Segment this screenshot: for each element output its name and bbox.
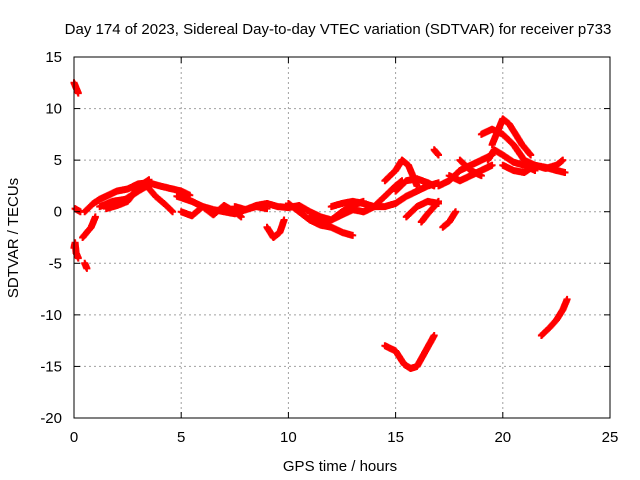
data-points <box>70 79 571 372</box>
x-tick-label: 10 <box>280 429 297 446</box>
x-tick-label: 15 <box>387 429 404 446</box>
series-arc-w <box>439 208 460 231</box>
point-markers <box>70 239 82 262</box>
point-markers <box>499 161 569 176</box>
series-arc-a <box>70 79 82 97</box>
series-arc-y <box>456 156 485 180</box>
x-tick-label: 25 <box>602 429 619 446</box>
series-arc-r <box>392 175 438 195</box>
y-tick-label: -20 <box>40 410 62 427</box>
series-arc-h <box>102 176 153 213</box>
y-tick-labels: 15 10 5 0 -5 -10 -15 -20 <box>40 49 62 427</box>
y-tick-label: -5 <box>49 255 62 272</box>
series-arc-d <box>79 213 99 241</box>
chart-title: Day 174 of 2023, Sidereal Day-to-day VTE… <box>65 21 612 38</box>
series-arc-o <box>327 179 442 211</box>
point-markers <box>263 216 288 241</box>
x-tick-label: 5 <box>177 429 185 446</box>
point-markers <box>359 177 406 216</box>
y-tick-label: 0 <box>54 204 62 221</box>
point-markers <box>417 197 442 226</box>
point-markers <box>537 295 571 339</box>
series-arc-u <box>430 146 442 159</box>
series-arc-j <box>177 202 245 221</box>
point-markers <box>327 179 442 211</box>
grid-lines <box>74 57 610 418</box>
point-markers <box>102 176 153 213</box>
series-arc-t <box>417 197 442 226</box>
plot-frame <box>73 56 611 419</box>
series-arc-aa <box>488 115 535 159</box>
point-markers <box>430 146 442 159</box>
series-arc-ac <box>499 161 569 176</box>
point-markers <box>81 259 91 272</box>
y-tick-label: 10 <box>45 101 62 118</box>
y-tick-label: -15 <box>40 358 62 375</box>
series-arc-l <box>263 216 288 241</box>
axis-ticks <box>73 56 611 419</box>
x-tick-labels: 0 5 10 15 20 25 <box>70 429 619 446</box>
y-tick-label: 15 <box>45 49 62 66</box>
x-axis-label: GPS time / hours <box>283 458 397 475</box>
point-markers <box>71 205 84 216</box>
series-arc-b <box>70 239 82 262</box>
series-arc-p <box>359 177 406 216</box>
point-markers <box>79 213 99 241</box>
point-markers <box>439 208 460 231</box>
point-markers <box>177 202 245 221</box>
x-tick-label: 20 <box>494 429 511 446</box>
series-arc-ad <box>381 332 438 372</box>
series-arc-ae <box>537 295 571 339</box>
point-markers <box>392 175 438 195</box>
point-markers <box>70 79 82 97</box>
point-markers <box>488 115 535 159</box>
y-tick-label: -10 <box>40 307 62 324</box>
series-arc-e <box>71 205 84 216</box>
y-axis-label: SDTVAR / TECUs <box>5 178 22 298</box>
series-arc-c <box>81 259 91 272</box>
x-tick-label: 0 <box>70 429 78 446</box>
point-markers <box>381 332 438 372</box>
y-tick-label: 5 <box>54 152 62 169</box>
point-markers <box>456 156 485 180</box>
